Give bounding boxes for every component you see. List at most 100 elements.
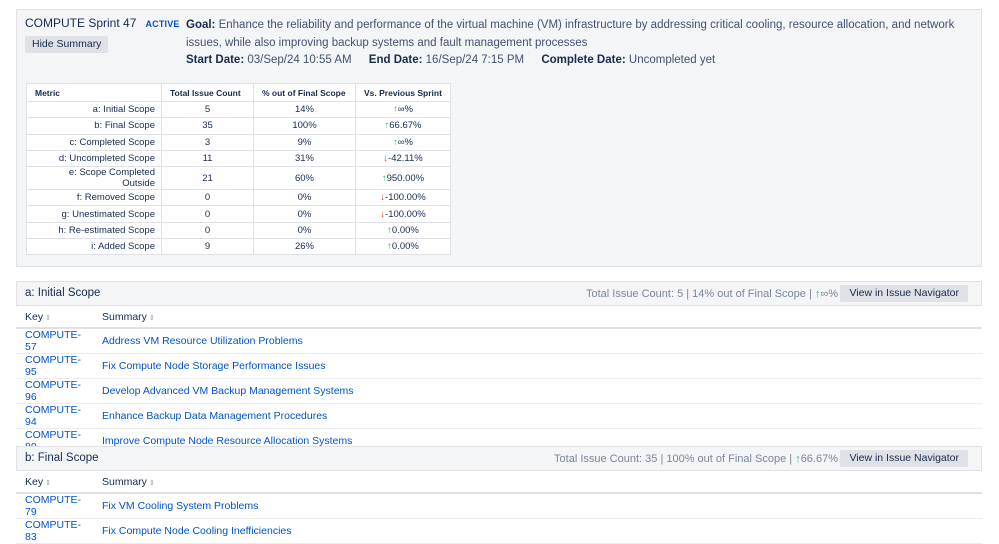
metrics-row: d: Uncompleted Scope 11 31% ↓-42.11% [26,149,451,168]
start-date-label: Start Date: [186,54,245,66]
metric-count: 35 [161,117,254,135]
summary-header-label: Summary [102,310,147,323]
metric-vs-value: ∞% [397,104,413,116]
issue-summary-link[interactable]: Fix VM Cooling System Problems [102,500,259,512]
sprint-header: COMPUTE Sprint 47 ACTIVE [25,16,180,30]
up-arrow-icon: ↑ [814,288,821,300]
issue-summary-link[interactable]: Fix Compute Node Storage Performance Iss… [102,360,326,372]
section-title: a: Initial Scope [25,287,101,299]
key-header-label: Key [25,475,44,488]
metric-vs-value: 0.00% [391,224,419,236]
status-badge: ACTIVE [145,19,180,29]
issue-rows: COMPUTE-79 Fix VM Cooling System Problems… [16,493,982,544]
metrics-header-metric: Metric [26,83,162,102]
section-header-initial-scope: a: Initial Scope Total Issue Count: 5 | … [16,281,982,306]
issue-summary-link[interactable]: Address VM Resource Utilization Problems [102,335,303,347]
issue-key-link[interactable]: COMPUTE-83 [25,519,81,543]
issue-summary-link[interactable]: Improve Compute Node Resource Allocation… [102,435,353,447]
issue-key-cell: COMPUTE-79 [16,493,93,519]
issue-table-initial-scope: Key ⇕ Summary ⇕ COMPUTE-57 Address VM Resou… [16,306,982,454]
section-stats-text: Total Issue Count: 35 | 100% out of Fina… [554,453,796,465]
issue-key-cell: COMPUTE-94 [16,403,93,429]
end-date-label: End Date: [368,54,423,66]
up-arrow-icon: ↑ [384,120,390,132]
issue-key-link[interactable]: COMPUTE-57 [25,329,81,353]
metric-vs: ↓-100.00% [355,205,451,223]
up-arrow-icon: ↑ [795,453,801,465]
metrics-header-pct: % out of Final Scope [253,83,356,102]
table-row: COMPUTE-95 Fix Compute Node Storage Perfo… [16,353,982,379]
sprint-summary-panel: COMPUTE Sprint 47 ACTIVE Hide Summary Go… [16,9,982,267]
metric-name: f: Removed Scope [26,189,162,207]
issue-summary-link[interactable]: Develop Advanced VM Backup Management Sy… [102,385,354,397]
key-column-header[interactable]: Key ⇕ [16,471,93,494]
summary-column-header[interactable]: Summary ⇕ [93,471,982,494]
sort-icon: ⇕ [148,479,155,487]
view-in-issue-navigator-button[interactable]: View in Issue Navigator [840,285,968,302]
goal-text: Enhance the reliability and performance … [186,19,955,49]
metrics-row: f: Removed Scope 0 0% ↓-100.00% [26,189,451,207]
up-arrow-icon: ↑ [393,104,398,116]
table-row: COMPUTE-96 Develop Advanced VM Backup Man… [16,378,982,404]
metric-count: 3 [161,133,254,151]
issue-table-final-scope: Key ⇕ Summary ⇕ COMPUTE-79 Fix VM Cooling S… [16,471,982,544]
metrics-header-vs: Vs. Previous Sprint [355,83,451,102]
issue-rows: COMPUTE-57 Address VM Resource Utilizatio… [16,328,982,454]
hide-summary-button[interactable]: Hide Summary [25,36,109,53]
metrics-row: h: Re-estimated Scope 0 0% ↑0.00% [26,221,451,240]
metrics-row: e: Scope Completed Outside 21 60% ↑950.00% [26,166,451,191]
metric-vs-value: 66.67% [389,120,422,132]
metric-name: b: Final Scope [26,117,162,135]
metric-pct: 26% [253,238,356,256]
issue-header-row: Key ⇕ Summary ⇕ [16,306,982,329]
issue-key-link[interactable]: COMPUTE-95 [25,354,81,378]
metric-vs-value: 0.00% [391,241,419,253]
section-title: b: Final Scope [25,452,99,464]
metric-name: d: Uncompleted Scope [26,149,162,168]
summary-column-header[interactable]: Summary ⇕ [93,306,982,329]
metric-name: a: Initial Scope [26,100,162,119]
down-arrow-icon: ↓ [383,153,389,165]
view-in-issue-navigator-button[interactable]: View in Issue Navigator [840,450,968,467]
metrics-table: Metric Total Issue Count % out of Final … [26,83,451,256]
metric-pct: 60% [253,166,356,191]
issue-summary-cell: Develop Advanced VM Backup Management Sy… [93,378,982,404]
metric-vs-value: ∞% [397,136,413,148]
metric-vs: ↑∞% [355,100,451,119]
metrics-body: a: Initial Scope 5 14% ↑∞% b: Final Scope 35 1… [26,100,451,256]
up-arrow-icon: ↑ [387,241,392,253]
sort-icon: ⇕ [45,314,51,322]
metric-count: 0 [161,221,254,240]
metric-pct: 14% [253,100,356,119]
sort-icon: ⇕ [45,479,51,487]
metrics-row: c: Completed Scope 3 9% ↑∞% [26,133,451,151]
key-column-header[interactable]: Key ⇕ [16,306,93,329]
metric-pct: 0% [253,221,356,240]
table-row: COMPUTE-79 Fix VM Cooling System Problems [16,493,982,519]
sort-icon: ⇕ [148,314,155,322]
section-stats-vs: ∞% [820,288,838,300]
table-row: COMPUTE-57 Address VM Resource Utilizatio… [16,328,982,354]
metric-name: g: Unestimated Scope [26,205,162,223]
metric-vs: ↑66.67% [355,117,451,135]
metrics-row: b: Final Scope 35 100% ↑66.67% [26,117,451,135]
issue-summary-link[interactable]: Enhance Backup Data Management Procedure… [102,410,328,422]
issue-header-row: Key ⇕ Summary ⇕ [16,471,982,494]
issue-summary-cell: Fix Compute Node Storage Performance Iss… [93,353,982,379]
metric-vs-value: 950.00% [386,172,425,184]
issue-key-link[interactable]: COMPUTE-79 [25,494,81,518]
issue-key-link[interactable]: COMPUTE-96 [25,379,81,403]
metric-name: e: Scope Completed Outside [26,166,162,191]
metric-vs-value: -42.11% [388,153,423,165]
metric-vs: ↓-100.00% [355,189,451,207]
start-date-value: 03/Sep/24 10:55 AM [247,54,352,66]
down-arrow-icon: ↓ [380,192,386,204]
issue-key-link[interactable]: COMPUTE-94 [25,404,81,428]
goal-label: Goal: [186,19,216,31]
issue-summary-cell: Enhance Backup Data Management Procedure… [93,403,982,429]
section-stats: Total Issue Count: 5 | 14% out of Final … [586,288,838,300]
issue-summary-cell: Address VM Resource Utilization Problems [93,328,982,354]
issue-summary-link[interactable]: Fix Compute Node Cooling Inefficiencies [102,525,292,537]
issue-summary-cell: Fix Compute Node Cooling Inefficiencies [93,518,982,544]
table-row: COMPUTE-83 Fix Compute Node Cooling Ineff… [16,518,982,544]
